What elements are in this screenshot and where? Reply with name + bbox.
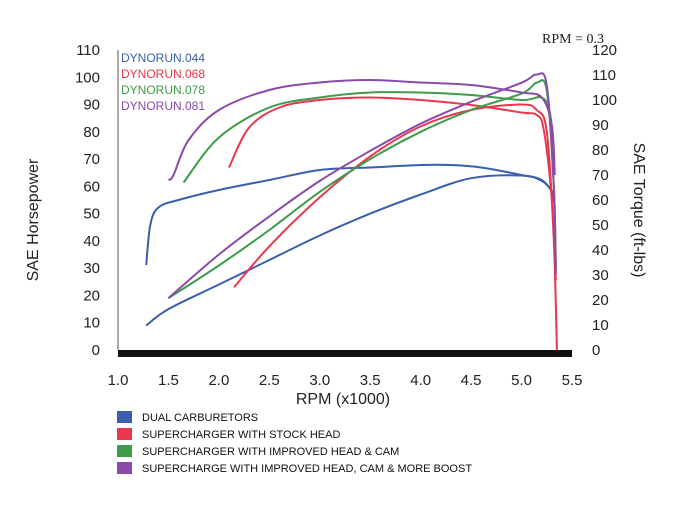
legend: DUAL CARBURETORS SUPERCHARGER WITH STOCK … xyxy=(117,411,472,475)
left-tick-label: 70 xyxy=(83,151,100,168)
x-tick-label: 4.5 xyxy=(461,372,482,389)
torque-line-series-1 xyxy=(145,163,556,266)
plot-frame xyxy=(117,50,572,357)
left-tick-label: 0 xyxy=(92,342,100,359)
rpm-annotation: RPM = 0.3 xyxy=(542,32,604,47)
left-tick-label: 10 xyxy=(83,315,100,332)
x-axis-band xyxy=(118,350,572,357)
right-tick-label: 10 xyxy=(592,317,609,334)
x-tick-label: 5.5 xyxy=(562,372,583,389)
right-tick-label: 90 xyxy=(592,117,609,134)
horsepower-line-series-4 xyxy=(167,72,557,299)
legend-swatch xyxy=(117,445,132,457)
right-tick-label: 20 xyxy=(592,292,609,309)
right-tick-label: 50 xyxy=(592,217,609,234)
torque-line-series-3 xyxy=(182,91,555,184)
legend-entry-label: DUAL CARBURETORS xyxy=(142,412,258,424)
x-tick-label: 3.5 xyxy=(360,372,381,389)
run-label: DYNORUN.078 xyxy=(121,83,205,97)
right-tick-label: 70 xyxy=(592,167,609,184)
x-axis-title: RPM (x1000) xyxy=(296,391,390,408)
left-tick-label: 80 xyxy=(83,124,100,141)
x-tick-label: 2.5 xyxy=(259,372,280,389)
right-axis-ticks: 0 10 20 30 40 50 60 70 80 90 100 110 120 xyxy=(592,42,617,359)
x-tick-label: 4.0 xyxy=(410,372,431,389)
left-tick-label: 90 xyxy=(83,97,100,114)
right-axis-title: SAE Torque (ft-lbs) xyxy=(630,143,647,278)
legend-entry-label: SUPERCHARGER WITH STOCK HEAD xyxy=(142,429,340,441)
right-tick-label: 0 xyxy=(592,342,600,359)
legend-swatch xyxy=(117,428,132,440)
right-tick-label: 110 xyxy=(592,67,616,84)
left-tick-label: 100 xyxy=(75,69,100,86)
run-label: DYNORUN.081 xyxy=(121,99,205,113)
x-axis-ticks: 1.0 1.5 2.0 2.5 3.0 3.5 4.0 4.5 5.0 5.5 xyxy=(108,372,583,389)
run-labels: DYNORUN.044 DYNORUN.068 DYNORUN.078 DYNORUN… xyxy=(121,51,205,113)
left-tick-label: 40 xyxy=(83,233,100,250)
left-tick-label: 110 xyxy=(76,42,100,59)
series-layer xyxy=(145,72,558,351)
x-tick-label: 1.0 xyxy=(108,372,129,389)
right-tick-label: 80 xyxy=(592,142,609,159)
right-tick-label: 120 xyxy=(592,42,617,59)
legend-swatch xyxy=(117,411,132,423)
x-tick-label: 5.0 xyxy=(511,372,532,389)
x-tick-label: 3.0 xyxy=(309,372,330,389)
right-tick-label: 40 xyxy=(592,242,609,259)
horsepower-line-series-1 xyxy=(145,174,556,327)
legend-entry-label: SUPERCHARGER WITH IMPROVED HEAD & CAM xyxy=(142,446,399,458)
right-tick-label: 100 xyxy=(592,92,617,109)
horsepower-line-series-2 xyxy=(233,103,558,351)
left-tick-label: 20 xyxy=(83,287,100,304)
left-axis-ticks: 0 10 20 30 40 50 60 70 80 90 100 110 xyxy=(75,42,100,359)
run-label: DYNORUN.044 xyxy=(121,51,205,65)
legend-swatch xyxy=(117,462,132,474)
x-tick-label: 2.0 xyxy=(208,372,229,389)
left-tick-label: 50 xyxy=(83,206,100,223)
right-tick-label: 60 xyxy=(592,192,609,209)
x-tick-label: 1.5 xyxy=(158,372,179,389)
legend-entry-label: SUPERCHARGE WITH IMPROVED HEAD, CAM & MO… xyxy=(142,463,472,475)
left-tick-label: 60 xyxy=(83,178,100,195)
run-label: DYNORUN.068 xyxy=(121,67,205,81)
torque-line-series-2 xyxy=(228,96,557,281)
torque-line-series-4 xyxy=(167,79,556,181)
right-tick-label: 30 xyxy=(592,267,609,284)
left-tick-label: 30 xyxy=(83,260,100,277)
left-axis-title: SAE Horsepower xyxy=(25,158,42,281)
